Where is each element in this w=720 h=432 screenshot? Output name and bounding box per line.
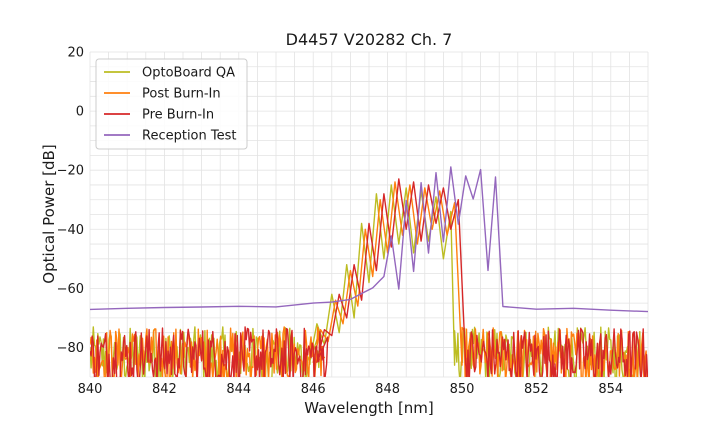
legend-label: Reception Test [142,129,236,144]
series-line-1 [90,181,648,377]
x-tick-label: 848 [375,382,400,397]
x-tick-label: 844 [226,382,251,397]
legend-label: Post Burn-In [142,87,221,102]
y-tick-label: 20 [67,46,84,61]
x-tick-label: 852 [524,382,549,397]
y-tick-label: −80 [57,341,84,356]
x-tick-label: 846 [301,382,326,397]
x-tick-label: 840 [78,382,103,397]
legend-label: Pre Burn-In [142,108,214,123]
series-line-3 [90,166,648,313]
y-tick-label: 0 [76,105,84,120]
y-axis-label: Optical Power [dB] [40,144,58,283]
y-tick-label: −40 [57,223,84,238]
tick-labels: 840 842 844 846 848 850 852 854 −80 −60 −40 −20 0 20 [57,46,624,398]
legend: OptoBoard QA Post Burn-In Pre Burn-In Recep… [95,58,248,150]
series-line-2 [90,178,648,377]
y-tick-label: −60 [57,282,84,297]
x-tick-label: 854 [598,382,623,397]
legend-label: OptoBoard QA [142,66,235,81]
legend-box [95,58,248,150]
x-tick-label: 842 [152,382,177,397]
y-tick-label: −20 [57,164,84,179]
chart-title: D4457 V20282 Ch. 7 [286,30,453,49]
x-axis-label: Wavelength [nm] [304,399,434,417]
x-tick-label: 850 [450,382,475,397]
series-layer [90,166,648,377]
